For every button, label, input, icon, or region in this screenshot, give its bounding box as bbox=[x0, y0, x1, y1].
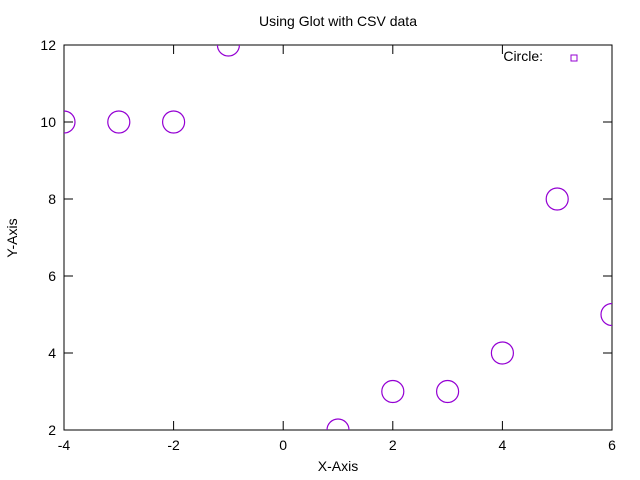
x-tick-label: -2 bbox=[167, 437, 180, 453]
plot-frame bbox=[63, 44, 613, 431]
axis-ticks bbox=[63, 44, 613, 431]
x-tick-label: 6 bbox=[608, 437, 616, 453]
y-tick-label: 12 bbox=[40, 37, 56, 53]
x-tick-label: 2 bbox=[389, 437, 397, 453]
tick-labels: -4 -2 0 2 4 6 2 4 6 8 10 12 bbox=[40, 37, 616, 453]
x-tick-label: 0 bbox=[279, 437, 287, 453]
x-axis-title: X-Axis bbox=[318, 458, 358, 474]
scatter-point bbox=[107, 110, 131, 134]
chart-title: Using Glot with CSV data bbox=[259, 13, 417, 29]
scatter-point bbox=[216, 45, 240, 57]
scatter-point bbox=[600, 302, 612, 327]
scatter-point bbox=[545, 187, 569, 211]
scatter-point bbox=[162, 110, 186, 134]
data-points bbox=[64, 45, 612, 430]
scatter-point bbox=[490, 341, 514, 365]
x-tick-label: -4 bbox=[58, 437, 71, 453]
x-tick-label: 4 bbox=[499, 437, 507, 453]
y-tick-label: 4 bbox=[48, 345, 56, 361]
y-tick-label: 6 bbox=[48, 268, 56, 284]
y-tick-label: 8 bbox=[48, 191, 56, 207]
y-tick-label: 10 bbox=[40, 114, 56, 130]
legend-marker-icon bbox=[570, 54, 578, 62]
scatter-point bbox=[326, 418, 350, 430]
legend-label: Circle: bbox=[503, 48, 543, 64]
scatter-point bbox=[436, 379, 460, 404]
y-axis-title: Y-Axis bbox=[4, 218, 20, 257]
scatter-point bbox=[381, 379, 405, 404]
legend: Circle: bbox=[503, 48, 578, 64]
scatter-point bbox=[64, 110, 76, 134]
y-tick-label: 2 bbox=[48, 422, 56, 438]
